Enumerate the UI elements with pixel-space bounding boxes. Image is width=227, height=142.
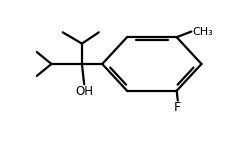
Text: F: F	[174, 101, 181, 114]
Text: CH₃: CH₃	[192, 27, 213, 36]
Text: OH: OH	[75, 85, 93, 98]
